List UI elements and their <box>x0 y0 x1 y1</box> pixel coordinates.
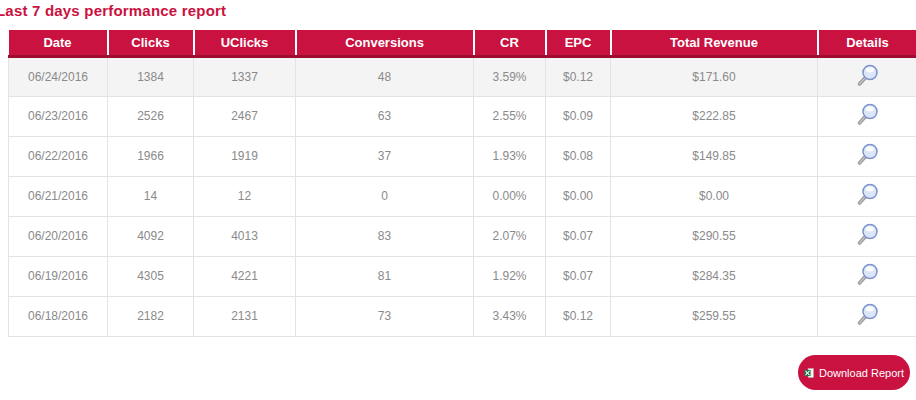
column-header-epc: EPC <box>546 30 611 56</box>
cell-total-revenue: $284.35 <box>611 256 818 296</box>
cell-details <box>818 96 916 136</box>
table-header-row: Date Clicks UClicks Conversions CR EPC T… <box>9 30 916 56</box>
cell-total-revenue: $222.85 <box>611 96 818 136</box>
cell-clicks: 14 <box>108 176 194 216</box>
view-details-button[interactable] <box>854 302 880 328</box>
performance-table: Date Clicks UClicks Conversions CR EPC T… <box>8 30 916 337</box>
table-row: 06/19/2016 4305 4221 81 1.92% $0.07 $284… <box>9 256 916 296</box>
cell-date: 06/19/2016 <box>9 256 108 296</box>
cell-epc: $0.12 <box>546 296 611 336</box>
cell-total-revenue: $259.55 <box>611 296 818 336</box>
cell-date: 06/20/2016 <box>9 216 108 256</box>
cell-epc: $0.00 <box>546 176 611 216</box>
cell-total-revenue: $290.55 <box>611 216 818 256</box>
column-header-date: Date <box>9 30 108 56</box>
cell-date: 06/22/2016 <box>9 136 108 176</box>
cell-cr: 1.92% <box>474 256 546 296</box>
magnifier-icon <box>855 262 880 287</box>
magnifier-icon <box>855 102 880 127</box>
cell-details <box>818 176 916 216</box>
cell-uclicks: 2131 <box>194 296 296 336</box>
cell-conversions: 63 <box>296 96 474 136</box>
cell-conversions: 83 <box>296 216 474 256</box>
column-header-cr: CR <box>474 30 546 56</box>
view-details-button[interactable] <box>854 262 880 288</box>
cell-clicks: 1966 <box>108 136 194 176</box>
cell-cr: 3.59% <box>474 56 546 96</box>
column-header-total-revenue: Total Revenue <box>611 30 818 56</box>
cell-uclicks: 4221 <box>194 256 296 296</box>
cell-cr: 1.93% <box>474 136 546 176</box>
view-details-button[interactable] <box>854 62 880 88</box>
cell-conversions: 0 <box>296 176 474 216</box>
cell-cr: 0.00% <box>474 176 546 216</box>
cell-clicks: 2526 <box>108 96 194 136</box>
cell-conversions: 81 <box>296 256 474 296</box>
cell-uclicks: 2467 <box>194 96 296 136</box>
cell-uclicks: 12 <box>194 176 296 216</box>
table-row: 06/21/2016 14 12 0 0.00% $0.00 $0.00 <box>9 176 916 216</box>
cell-uclicks: 4013 <box>194 216 296 256</box>
cell-conversions: 73 <box>296 296 474 336</box>
cell-total-revenue: $171.60 <box>611 56 818 96</box>
cell-clicks: 2182 <box>108 296 194 336</box>
view-details-button[interactable] <box>854 222 880 248</box>
download-report-label: Download Report <box>819 367 904 379</box>
cell-details <box>818 56 916 96</box>
table-row: 06/18/2016 2182 2131 73 3.43% $0.12 $259… <box>9 296 916 336</box>
cell-details <box>818 256 916 296</box>
magnifier-icon <box>855 222 880 247</box>
column-header-clicks: Clicks <box>108 30 194 56</box>
cell-uclicks: 1337 <box>194 56 296 96</box>
cell-epc: $0.12 <box>546 56 611 96</box>
cell-epc: $0.07 <box>546 216 611 256</box>
cell-date: 06/18/2016 <box>9 296 108 336</box>
cell-date: 06/21/2016 <box>9 176 108 216</box>
magnifier-icon <box>855 63 880 88</box>
column-header-conversions: Conversions <box>296 30 474 56</box>
cell-conversions: 48 <box>296 56 474 96</box>
page-title: Last 7 days performance report <box>0 2 226 19</box>
cell-details <box>818 136 916 176</box>
excel-icon <box>804 365 814 381</box>
cell-clicks: 4092 <box>108 216 194 256</box>
cell-conversions: 37 <box>296 136 474 176</box>
table-row: 06/22/2016 1966 1919 37 1.93% $0.08 $149… <box>9 136 916 176</box>
cell-clicks: 4305 <box>108 256 194 296</box>
cell-date: 06/23/2016 <box>9 96 108 136</box>
cell-cr: 3.43% <box>474 296 546 336</box>
cell-epc: $0.08 <box>546 136 611 176</box>
cell-details <box>818 296 916 336</box>
magnifier-icon <box>855 302 880 327</box>
magnifier-icon <box>855 182 880 207</box>
cell-details <box>818 216 916 256</box>
cell-cr: 2.07% <box>474 216 546 256</box>
table-row: 06/23/2016 2526 2467 63 2.55% $0.09 $222… <box>9 96 916 136</box>
performance-report-page: Last 7 days performance report Date Clic… <box>0 0 916 400</box>
cell-date: 06/24/2016 <box>9 56 108 96</box>
cell-total-revenue: $149.85 <box>611 136 818 176</box>
table-row: 06/20/2016 4092 4013 83 2.07% $0.07 $290… <box>9 216 916 256</box>
cell-uclicks: 1919 <box>194 136 296 176</box>
column-header-uclicks: UClicks <box>194 30 296 56</box>
cell-clicks: 1384 <box>108 56 194 96</box>
magnifier-icon <box>855 142 880 167</box>
table-row: 06/24/2016 1384 1337 48 3.59% $0.12 $171… <box>9 56 916 96</box>
column-header-details: Details <box>818 30 916 56</box>
download-report-button[interactable]: Download Report <box>798 355 910 390</box>
view-details-button[interactable] <box>854 102 880 128</box>
cell-epc: $0.09 <box>546 96 611 136</box>
cell-total-revenue: $0.00 <box>611 176 818 216</box>
view-details-button[interactable] <box>854 182 880 208</box>
cell-epc: $0.07 <box>546 256 611 296</box>
view-details-button[interactable] <box>854 142 880 168</box>
cell-cr: 2.55% <box>474 96 546 136</box>
